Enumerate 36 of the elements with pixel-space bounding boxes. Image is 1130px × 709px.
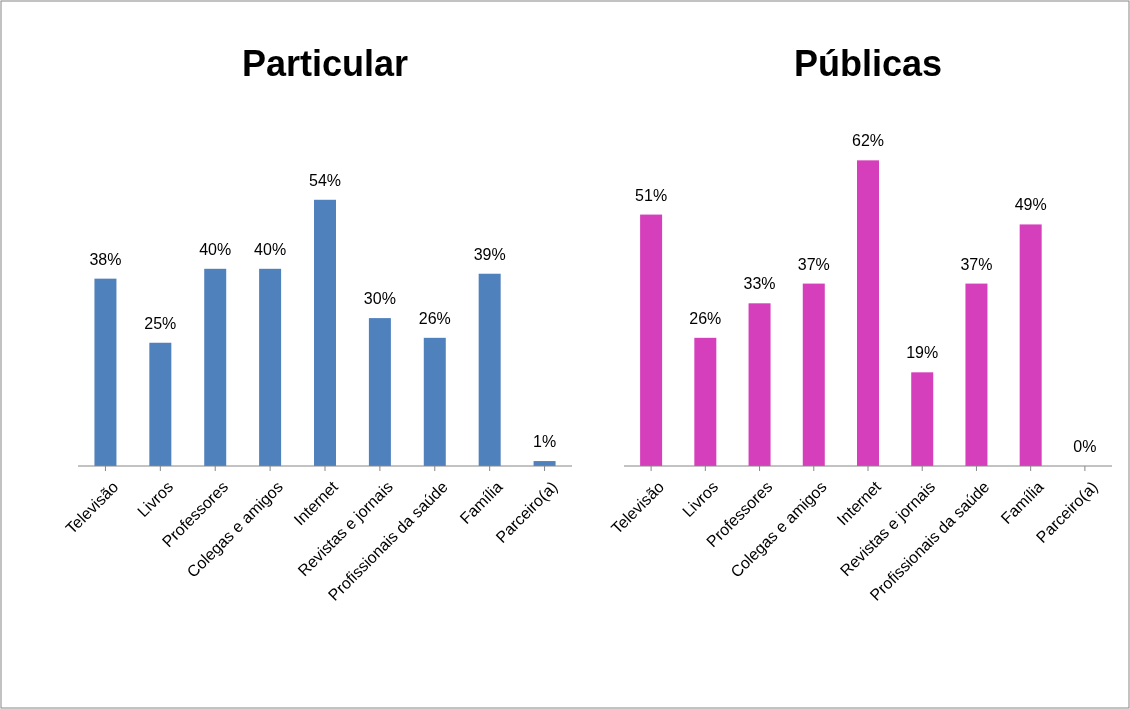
bar: [911, 372, 934, 466]
bar: [423, 337, 446, 466]
data-label: 37%: [797, 255, 830, 273]
data-label: 37%: [960, 255, 993, 273]
data-label: 49%: [1014, 196, 1047, 214]
bar: [259, 268, 282, 466]
data-label: 1%: [532, 433, 557, 451]
data-label: 40%: [254, 240, 287, 258]
data-label: 19%: [906, 344, 939, 362]
data-label: 39%: [473, 245, 506, 263]
bar: [640, 214, 663, 466]
data-label: 30%: [363, 290, 396, 308]
bar: [694, 337, 717, 466]
bar: [965, 283, 988, 466]
bar: [478, 273, 501, 466]
data-label: 0%: [1073, 438, 1097, 455]
data-label: 38%: [89, 250, 122, 268]
bar: [149, 342, 172, 466]
bar: [748, 303, 771, 466]
data-label: 25%: [144, 314, 177, 332]
bar: [368, 318, 391, 466]
bar: [802, 283, 825, 466]
data-label: 54%: [308, 171, 342, 189]
data-label: 62%: [851, 132, 885, 150]
data-label: 33%: [743, 275, 776, 293]
chart-title: Públicas: [793, 43, 943, 84]
bar: [204, 268, 227, 466]
bar: [314, 199, 336, 466]
bar: [1019, 224, 1042, 466]
bar: [857, 160, 879, 466]
chart-title: Particular: [241, 43, 409, 84]
data-label: 40%: [199, 240, 232, 258]
bar: [94, 278, 117, 466]
data-label: 51%: [635, 186, 668, 204]
data-label: 26%: [418, 309, 451, 327]
data-label: 26%: [689, 309, 722, 327]
